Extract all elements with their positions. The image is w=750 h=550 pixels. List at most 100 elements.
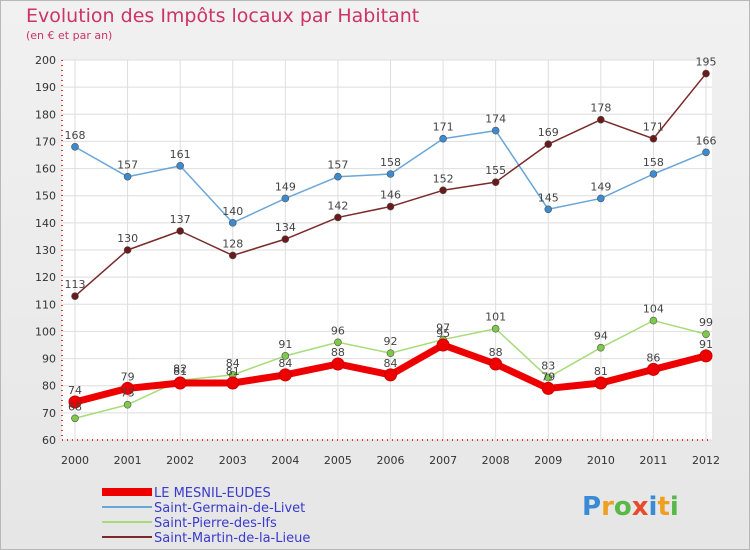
data-label-3: 142 bbox=[327, 199, 348, 212]
data-label-0: 84 bbox=[384, 357, 398, 370]
y-tick-label: 150 bbox=[35, 190, 56, 203]
y-tick-label: 110 bbox=[35, 298, 56, 311]
data-label-3: 195 bbox=[696, 56, 717, 69]
logo-letter-4: x bbox=[632, 492, 649, 522]
x-tick-label: 2007 bbox=[429, 454, 457, 467]
series-point-3 bbox=[176, 227, 184, 235]
data-label-0: 86 bbox=[646, 351, 660, 364]
data-label-0: 81 bbox=[173, 365, 187, 378]
data-label-2: 104 bbox=[643, 303, 664, 316]
series-point-0 bbox=[541, 381, 555, 395]
legend: LE MESNIL-EUDESSaint-Germain-de-LivetSai… bbox=[102, 486, 310, 546]
x-tick-label: 2008 bbox=[482, 454, 510, 467]
data-label-1: 168 bbox=[65, 129, 86, 142]
y-tick-label: 200 bbox=[35, 54, 56, 67]
series-point-1 bbox=[71, 143, 79, 151]
data-label-3: 134 bbox=[275, 221, 296, 234]
data-label-3: 146 bbox=[380, 189, 401, 202]
data-label-1: 171 bbox=[433, 121, 454, 134]
y-tick-label: 120 bbox=[35, 271, 56, 284]
x-tick-label: 2005 bbox=[324, 454, 352, 467]
series-point-1 bbox=[228, 219, 237, 227]
data-label-1: 158 bbox=[643, 156, 664, 169]
y-tick-label: 100 bbox=[35, 325, 56, 338]
y-tick-label: 80 bbox=[42, 380, 56, 393]
svg-text:Proxiti: Proxiti bbox=[582, 492, 679, 522]
data-label-2: 94 bbox=[594, 330, 608, 343]
x-tick-label: 2010 bbox=[587, 454, 615, 467]
logo-letter-2: r bbox=[601, 492, 614, 522]
logo-letter-1: P bbox=[582, 492, 601, 522]
logo-letter-7: i bbox=[670, 492, 679, 522]
series-point-0 bbox=[331, 357, 345, 371]
series-point-3 bbox=[491, 178, 500, 186]
x-tick-label: 2009 bbox=[534, 454, 562, 467]
data-label-0: 95 bbox=[436, 327, 450, 340]
y-tick-label: 60 bbox=[42, 434, 56, 447]
series-point-1 bbox=[649, 170, 658, 178]
series-point-1 bbox=[491, 126, 500, 135]
y-tick-label: 180 bbox=[35, 108, 56, 121]
data-label-2: 73 bbox=[121, 387, 135, 400]
series-point-1 bbox=[439, 134, 447, 143]
data-label-1: 158 bbox=[380, 156, 401, 169]
data-label-3: 113 bbox=[65, 278, 86, 291]
series-point-2 bbox=[281, 352, 290, 360]
data-label-2: 91 bbox=[278, 338, 292, 351]
data-label-1: 149 bbox=[275, 180, 296, 193]
legend-label-0: LE MESNIL-EUDES bbox=[154, 486, 271, 501]
series-point-3 bbox=[334, 213, 342, 222]
data-label-0: 88 bbox=[489, 346, 503, 359]
y-tick-label: 130 bbox=[35, 244, 56, 257]
data-label-3: 130 bbox=[117, 232, 138, 245]
y-tick-label: 70 bbox=[42, 407, 56, 420]
data-label-2: 92 bbox=[384, 335, 398, 348]
data-label-0: 84 bbox=[278, 357, 292, 370]
logo-letter-5: i bbox=[649, 492, 658, 522]
series-point-1 bbox=[281, 194, 290, 203]
data-label-1: 140 bbox=[222, 205, 243, 218]
data-label-1: 149 bbox=[590, 180, 611, 193]
series-point-3 bbox=[439, 186, 447, 195]
data-label-2: 82 bbox=[173, 362, 187, 375]
data-label-0: 79 bbox=[121, 370, 135, 383]
y-tick-label: 170 bbox=[35, 135, 56, 148]
data-label-1: 166 bbox=[696, 134, 717, 147]
data-label-0: 81 bbox=[594, 365, 608, 378]
data-label-2: 97 bbox=[436, 322, 450, 335]
data-label-1: 157 bbox=[327, 159, 348, 172]
series-point-2 bbox=[491, 324, 500, 333]
x-tick-label: 2003 bbox=[219, 454, 247, 467]
series-point-1 bbox=[386, 170, 395, 178]
data-label-1: 161 bbox=[170, 148, 191, 161]
series-point-1 bbox=[702, 148, 710, 157]
series-point-3 bbox=[597, 115, 605, 124]
series-point-0 bbox=[384, 368, 397, 382]
series-point-2 bbox=[123, 400, 132, 409]
series-point-2 bbox=[544, 373, 553, 382]
series-point-0 bbox=[489, 357, 503, 371]
series-point-0 bbox=[646, 362, 660, 376]
data-label-0: 91 bbox=[699, 338, 713, 351]
x-tick-label: 2011 bbox=[639, 454, 667, 467]
data-label-3: 128 bbox=[222, 237, 243, 250]
y-tick-label: 160 bbox=[35, 163, 56, 176]
series-point-1 bbox=[334, 172, 342, 181]
data-label-2: 68 bbox=[68, 400, 82, 413]
series-point-0 bbox=[594, 376, 608, 390]
series-point-3 bbox=[228, 251, 237, 260]
series-point-2 bbox=[649, 316, 658, 325]
series-point-0 bbox=[226, 376, 240, 390]
series-point-1 bbox=[597, 194, 605, 203]
proxiti-logo: Proxiti bbox=[582, 492, 679, 522]
series-layer bbox=[68, 69, 713, 423]
data-label-2: 83 bbox=[541, 360, 555, 373]
legend-label-2: Saint-Pierre-des-Ifs bbox=[154, 516, 277, 531]
logo-letter-3: o bbox=[614, 492, 632, 522]
data-label-3: 155 bbox=[485, 164, 506, 177]
series-point-2 bbox=[597, 343, 605, 352]
series-point-2 bbox=[702, 330, 710, 338]
chart-subtitle: (en € et par an) bbox=[26, 29, 112, 42]
